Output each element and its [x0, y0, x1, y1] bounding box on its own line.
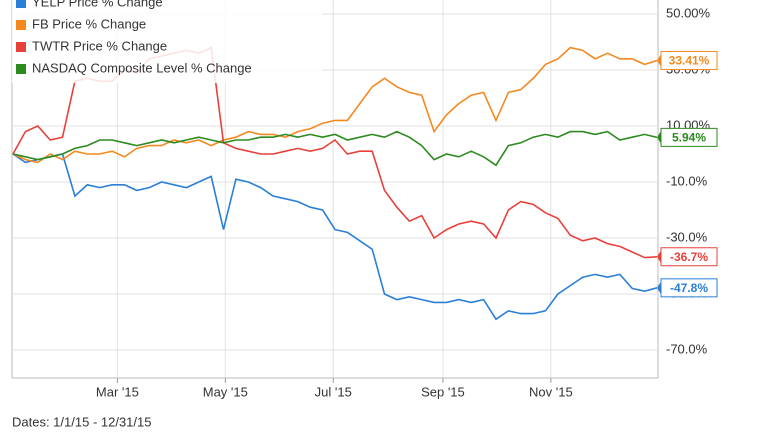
x-tick-label: Jul '15 [315, 384, 352, 399]
y-tick-label: -70.0% [666, 341, 708, 356]
legend: YELP Price % Change FB Price % Change TWTR… [12, 0, 322, 83]
y-tick-label: 50.00% [666, 5, 711, 20]
legend-label: FB Price % Change [32, 16, 146, 31]
end-label: 33.41% [669, 54, 710, 68]
footer: Dates: 1/1/15 - 12/31/15 [12, 414, 151, 429]
end-label-box [660, 247, 718, 267]
end-label-box [660, 127, 718, 147]
legend-swatch [16, 0, 26, 8]
plot-frame [11, 0, 659, 379]
y-tick-label: -10.0% [666, 173, 708, 188]
series-line [12, 46, 658, 164]
y-tick-label: -30.0% [666, 229, 708, 244]
legend-swatch [16, 64, 26, 74]
legend-swatch [16, 42, 26, 52]
end-label-box [660, 278, 718, 298]
x-tick-label: May '15 [203, 384, 248, 399]
end-label: -36.7% [670, 250, 708, 264]
end-label: 5.94% [672, 131, 706, 145]
legend-label: NASDAQ Composite Level % Change [32, 60, 252, 75]
legend-swatch [16, 20, 26, 30]
series-line [12, 130, 658, 167]
legend-label: TWTR Price % Change [32, 38, 167, 53]
end-label-box [660, 50, 718, 70]
legend-label: YELP Price % Change [32, 0, 163, 9]
legend-bg [12, 0, 322, 83]
x-tick-label: Sep '15 [421, 384, 465, 399]
series-line [12, 153, 658, 321]
end-label: -47.8% [670, 281, 708, 295]
x-tick-label: Nov '15 [529, 384, 573, 399]
x-tick-label: Mar '15 [96, 384, 139, 399]
